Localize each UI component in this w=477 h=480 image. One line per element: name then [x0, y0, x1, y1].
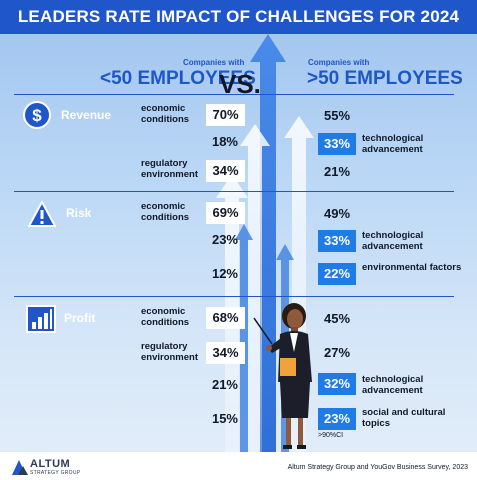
risk-left-value-1: 69% — [206, 202, 245, 224]
revenue-left-label-3: regulatory environment — [141, 158, 199, 180]
revenue-right-value-1: 55% — [323, 108, 351, 123]
white-arrow-mid — [240, 124, 270, 454]
presenter-illustration — [253, 303, 312, 449]
risk-right-label-3: environmental factors — [362, 262, 462, 273]
logo-sub: STRATEGY GROUP — [30, 470, 81, 476]
revenue-left-value-3: 34% — [206, 160, 245, 182]
risk-right-value-3: 22% — [318, 263, 356, 285]
revenue-right-value-3: 21% — [323, 164, 351, 179]
risk-right-value-2: 33% — [318, 230, 356, 252]
left-header-main: <50 EMPLOYEES — [100, 68, 256, 89]
vs-label: VS. — [219, 69, 261, 99]
profit-left-value-2: 34% — [206, 342, 245, 364]
left-header-sub: Companies with — [183, 58, 245, 67]
profit-right-value-3: 32% — [318, 373, 356, 395]
dollar-icon: $ — [23, 101, 51, 129]
risk-left-label-1: economic conditions — [141, 201, 190, 223]
altum-logo-icon — [12, 460, 28, 475]
footer — [0, 452, 477, 480]
category-profit: Profit — [64, 311, 96, 325]
central-arrow — [250, 34, 286, 454]
svg-text:$: $ — [32, 106, 42, 125]
category-risk: Risk — [66, 206, 92, 220]
revenue-right-label-2: technological advancement — [362, 133, 424, 155]
profit-right-label-4: social and cultural topics — [362, 407, 446, 429]
source-credit: Altum Strategy Group and YouGov Business… — [287, 464, 468, 471]
page-title: LEADERS RATE IMPACT OF CHALLENGES FOR 20… — [17, 7, 460, 26]
revenue-left-label-1: economic conditions — [141, 103, 190, 125]
profit-left-value-3: 21% — [211, 377, 238, 392]
title-bar: LEADERS RATE IMPACT OF CHALLENGES FOR 20… — [0, 0, 477, 34]
blue-arrow-left — [235, 224, 253, 454]
profit-left-value-4: 15% — [211, 411, 238, 426]
divider-risk — [14, 191, 454, 192]
right-header-sub: Companies with — [308, 58, 370, 67]
divider-revenue — [14, 94, 454, 95]
profit-right-value-4: 23% — [318, 408, 356, 430]
risk-right-label-2: technological advancement — [362, 230, 424, 252]
risk-left-value-3: 12% — [211, 266, 238, 281]
right-header-main: >50 EMPLOYEES — [307, 68, 463, 89]
revenue-right-value-2: 33% — [318, 133, 356, 155]
divider-profit — [14, 296, 454, 297]
profit-left-label-2: regulatory environment — [141, 341, 199, 363]
risk-right-value-1: 49% — [323, 206, 351, 221]
logo-name: ALTUM — [30, 458, 71, 470]
profit-right-value-1: 45% — [323, 311, 351, 326]
warning-icon — [28, 201, 56, 227]
confidence-note: >90%CI — [318, 432, 344, 439]
profit-right-value-2: 27% — [323, 345, 351, 360]
bar-chart-icon — [26, 305, 56, 333]
revenue-left-value-1: 70% — [206, 104, 245, 126]
category-revenue: Revenue — [61, 108, 112, 122]
white-arrow-right — [284, 116, 314, 454]
profit-left-label-1: economic conditions — [141, 306, 190, 328]
profit-right-label-3: technological advancement — [362, 374, 424, 396]
profit-left-value-1: 68% — [206, 307, 245, 329]
revenue-left-value-2: 18% — [211, 134, 238, 149]
risk-left-value-2: 23% — [211, 232, 238, 247]
